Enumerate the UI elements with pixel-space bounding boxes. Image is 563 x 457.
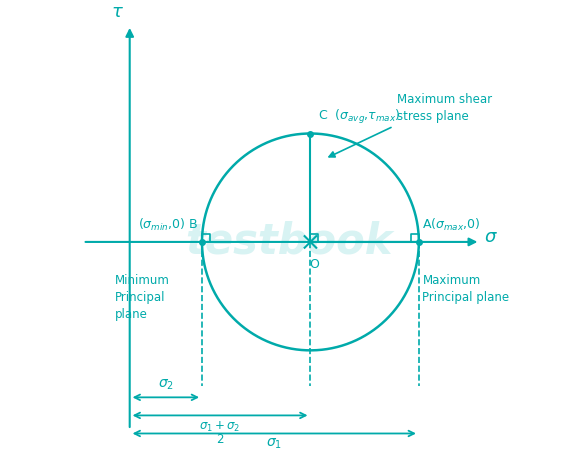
Text: ($\sigma_{min}$,0) B: ($\sigma_{min}$,0) B [138,217,198,233]
Text: $\dfrac{\sigma_1+\sigma_2}{2}$: $\dfrac{\sigma_1+\sigma_2}{2}$ [199,419,242,446]
Text: $\sigma_1$: $\sigma_1$ [266,437,282,452]
Text: Minimum
Principal
plane: Minimum Principal plane [115,275,170,321]
Text: $\tau$: $\tau$ [111,4,124,21]
Text: C  ($\sigma_{avg}$,$\tau_{max}$): C ($\sigma_{avg}$,$\tau_{max}$) [318,108,400,126]
Text: $\sigma$: $\sigma$ [484,228,498,245]
Text: testbook: testbook [185,221,392,263]
Text: $\sigma_2$: $\sigma_2$ [158,377,174,392]
Text: Maximum shear
stress plane: Maximum shear stress plane [397,93,492,122]
Text: Maximum
Principal plane: Maximum Principal plane [422,275,510,304]
Text: O: O [309,258,319,271]
Text: A($\sigma_{max}$,0): A($\sigma_{max}$,0) [422,217,481,233]
